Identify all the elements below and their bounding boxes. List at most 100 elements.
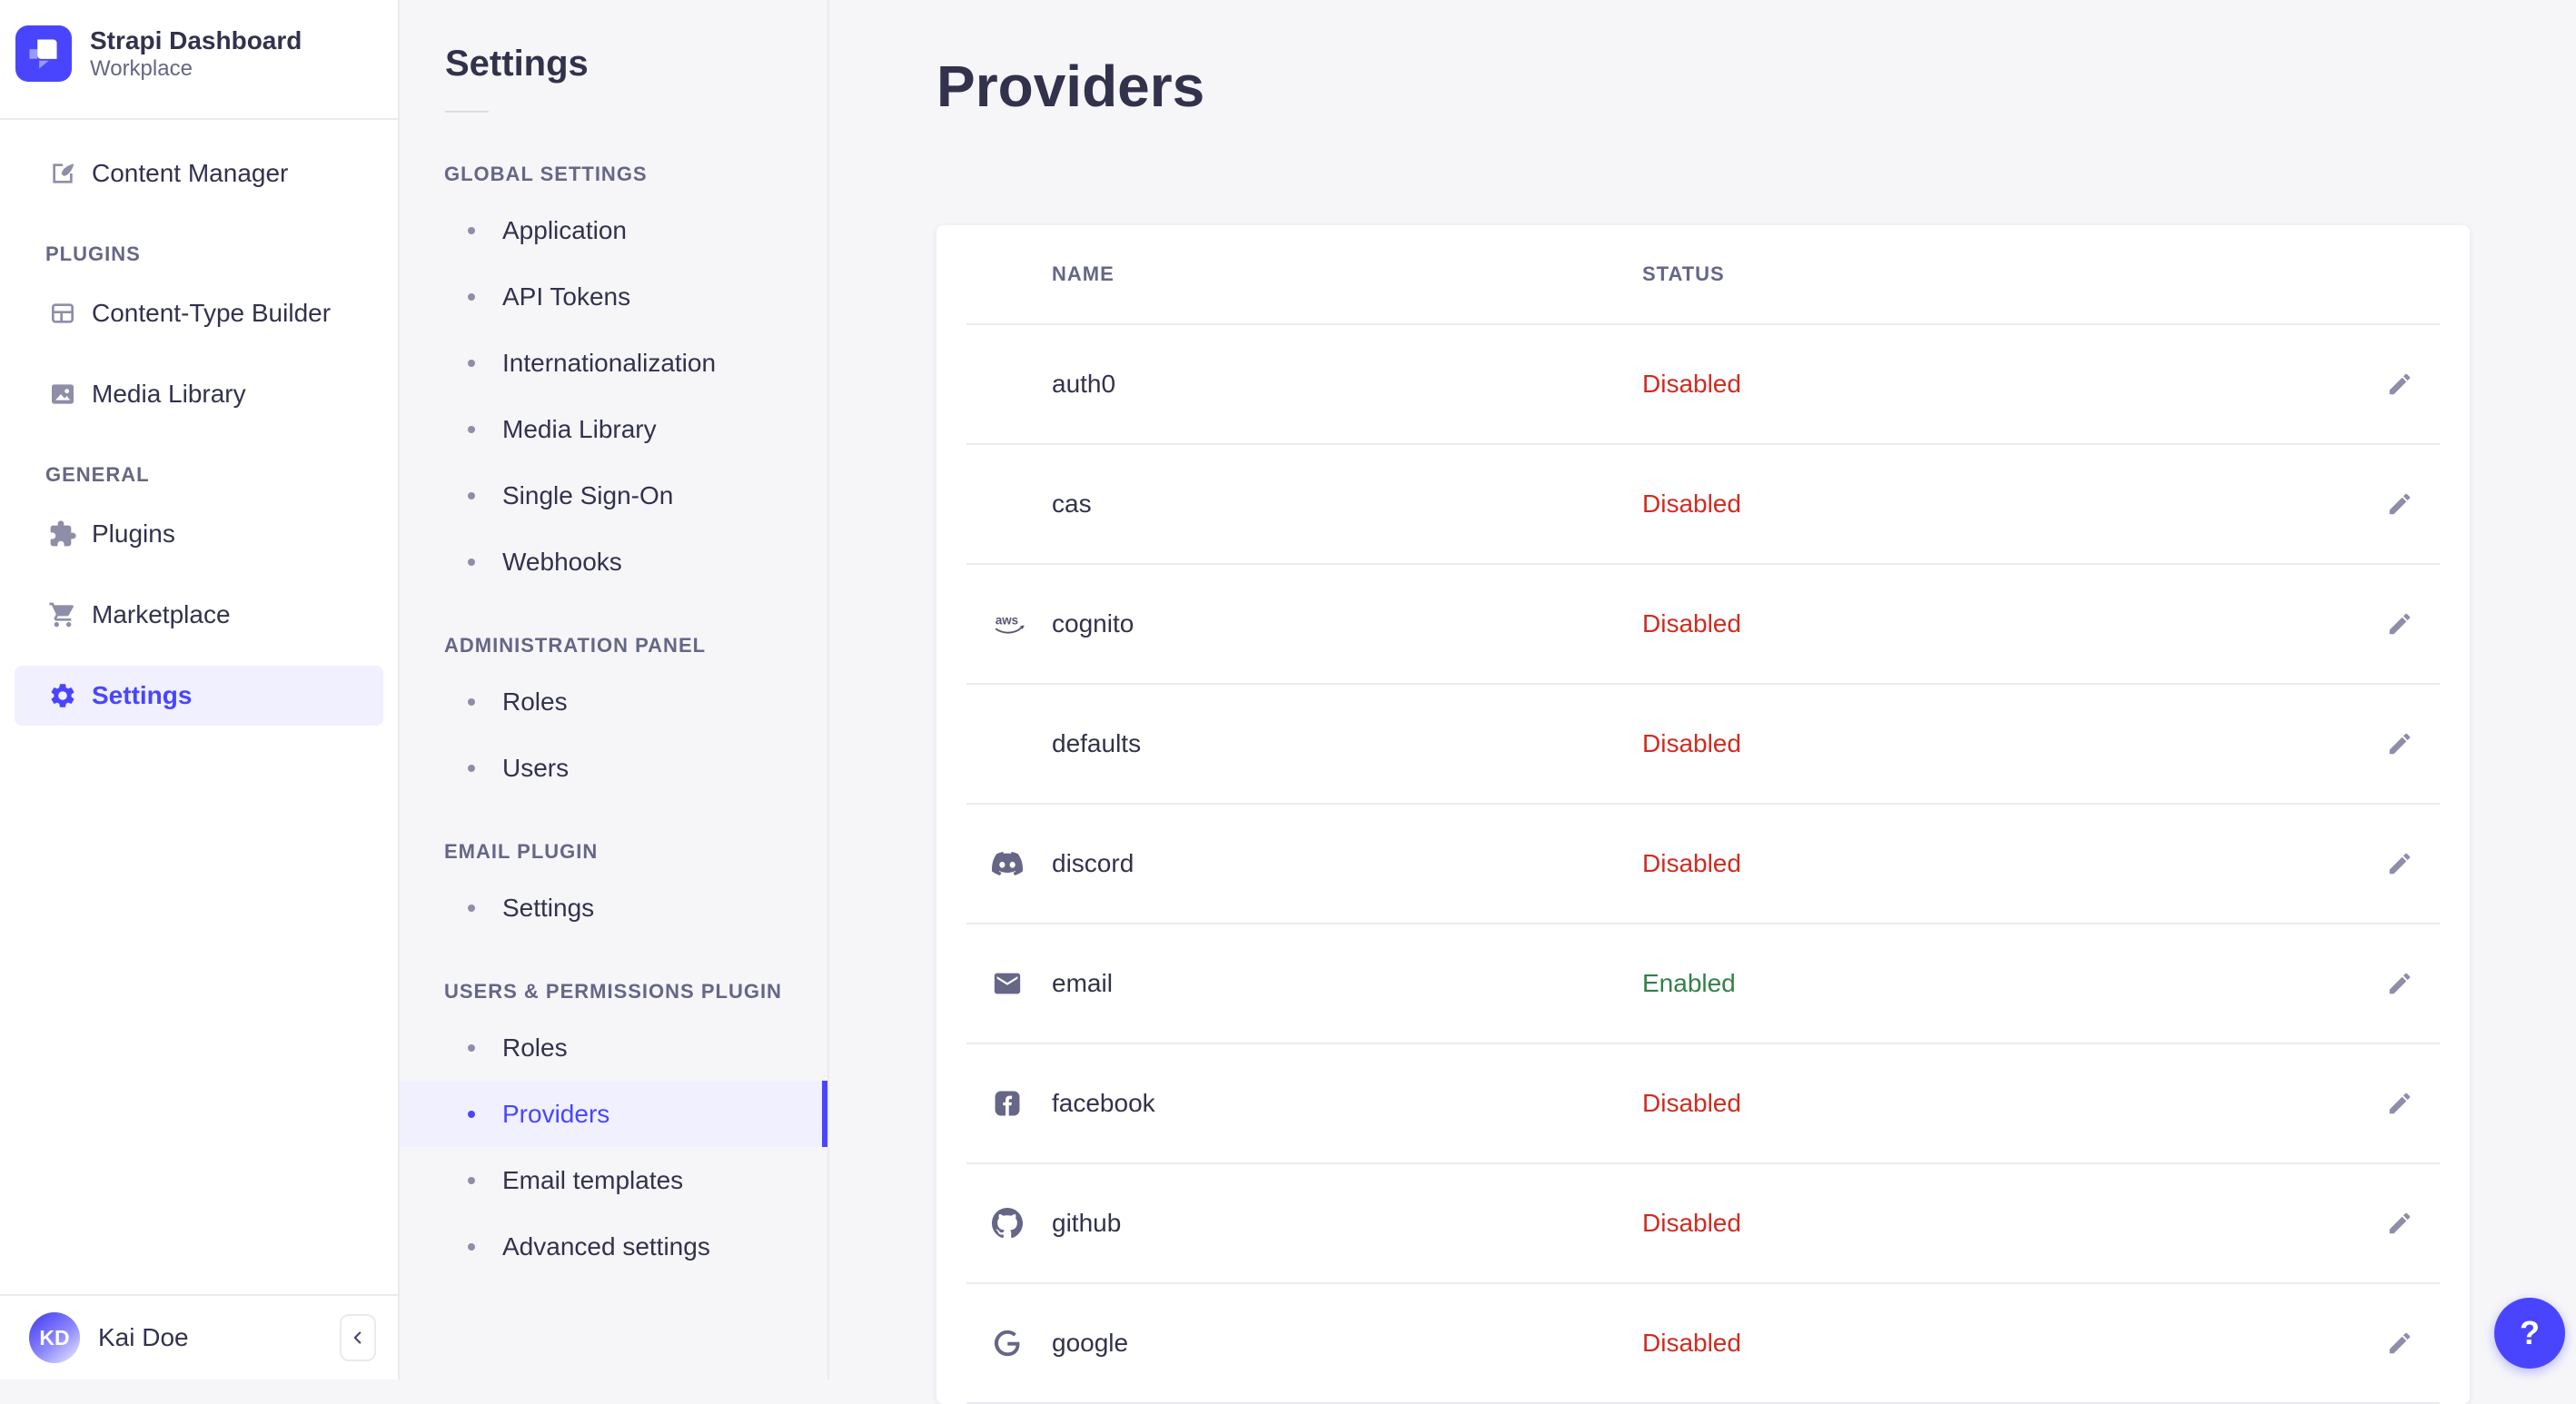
sidebar-section-general: GENERAL bbox=[45, 464, 383, 486]
main-sidebar: Strapi Dashboard Workplace Content Manag… bbox=[0, 0, 400, 1379]
puzzle-icon bbox=[48, 519, 77, 549]
subnav-item-label: Roles bbox=[502, 687, 568, 717]
settings-subnav: Settings GLOBAL SETTINGS Application API… bbox=[400, 0, 829, 1379]
subnav-item-label: Advanced settings bbox=[502, 1232, 710, 1261]
bullet-icon bbox=[468, 426, 475, 433]
user-avatar[interactable]: KD bbox=[29, 1312, 80, 1363]
subnav-item-advanced-settings[interactable]: Advanced settings bbox=[400, 1213, 827, 1280]
pencil-icon bbox=[2386, 371, 2413, 398]
edit-email-button[interactable] bbox=[2384, 968, 2415, 999]
subnav-item-label: Media Library bbox=[502, 415, 657, 444]
status-badge: Disabled bbox=[1642, 370, 2384, 399]
subnav-item-providers[interactable]: Providers bbox=[400, 1081, 827, 1147]
edit-discord-button[interactable] bbox=[2384, 848, 2415, 879]
sidebar-item-label: Content Manager bbox=[92, 159, 288, 188]
table-row-auth0[interactable]: auth0 Disabled bbox=[966, 325, 2440, 445]
provider-name: facebook bbox=[1052, 1089, 1642, 1118]
edit-facebook-button[interactable] bbox=[2384, 1088, 2415, 1119]
sidebar-item-content-manager[interactable]: Content Manager bbox=[15, 143, 383, 203]
bullet-icon bbox=[468, 293, 475, 301]
edit-cognito-button[interactable] bbox=[2384, 608, 2415, 639]
subnav-item-media-library[interactable]: Media Library bbox=[400, 396, 827, 462]
subnav-item-single-sign-on[interactable]: Single Sign-On bbox=[400, 462, 827, 529]
status-badge: Disabled bbox=[1642, 609, 2384, 638]
subnav-item-api-tokens[interactable]: API Tokens bbox=[400, 263, 827, 330]
provider-name: auth0 bbox=[1052, 370, 1642, 399]
subnav-section-global-settings: GLOBAL SETTINGS bbox=[444, 163, 827, 185]
status-badge: Disabled bbox=[1642, 1089, 2384, 1118]
user-initials: KD bbox=[39, 1326, 69, 1350]
pencil-icon bbox=[2386, 1330, 2413, 1357]
collapse-sidebar-button[interactable] bbox=[340, 1314, 376, 1361]
shopping-cart-icon bbox=[48, 600, 77, 629]
edit-github-button[interactable] bbox=[2384, 1208, 2415, 1239]
subnav-item-admin-roles[interactable]: Roles bbox=[400, 668, 827, 735]
subnav-item-label: Roles bbox=[502, 1033, 568, 1063]
table-row-github[interactable]: github Disabled bbox=[966, 1164, 2440, 1284]
table-row-defaults[interactable]: defaults Disabled bbox=[966, 685, 2440, 805]
table-row-google[interactable]: google Disabled bbox=[966, 1284, 2440, 1404]
sidebar-item-label: Media Library bbox=[92, 380, 246, 409]
status-column-header: STATUS bbox=[1642, 262, 2384, 286]
subnav-item-admin-users[interactable]: Users bbox=[400, 735, 827, 801]
envelope-icon bbox=[992, 968, 1052, 999]
table-row-facebook[interactable]: facebook Disabled bbox=[966, 1044, 2440, 1164]
subnav-title: Settings bbox=[445, 42, 827, 85]
bullet-icon bbox=[468, 559, 475, 566]
subnav-item-email-settings[interactable]: Settings bbox=[400, 875, 827, 941]
help-button[interactable]: ? bbox=[2494, 1298, 2565, 1369]
providers-table: NAME STATUS auth0 Disabled cas Disabled bbox=[936, 225, 2470, 1404]
google-icon bbox=[992, 1328, 1052, 1359]
status-badge: Disabled bbox=[1642, 729, 2384, 758]
subnav-section-email-plugin: EMAIL PLUGIN bbox=[444, 841, 827, 863]
bullet-icon bbox=[468, 492, 475, 499]
sidebar-footer: KD Kai Doe bbox=[0, 1294, 398, 1379]
subnav-item-up-roles[interactable]: Roles bbox=[400, 1014, 827, 1081]
provider-name: google bbox=[1052, 1329, 1642, 1358]
status-badge: Disabled bbox=[1642, 1329, 2384, 1358]
bullet-icon bbox=[468, 360, 475, 367]
subnav-section-users-permissions-plugin: USERS & PERMISSIONS PLUGIN bbox=[444, 981, 827, 1003]
subnav-item-webhooks[interactable]: Webhooks bbox=[400, 529, 827, 595]
subnav-item-label: Users bbox=[502, 754, 569, 783]
table-row-cognito[interactable]: aws cognito Disabled bbox=[966, 565, 2440, 685]
subnav-item-email-templates[interactable]: Email templates bbox=[400, 1147, 827, 1213]
edit-google-button[interactable] bbox=[2384, 1328, 2415, 1359]
user-name: Kai Doe bbox=[98, 1323, 189, 1352]
sidebar-item-content-type-builder[interactable]: Content-Type Builder bbox=[15, 283, 383, 343]
subnav-item-label: Providers bbox=[502, 1100, 609, 1129]
edit-cas-button[interactable] bbox=[2384, 489, 2415, 519]
workspace-switcher[interactable]: Strapi Dashboard Workplace bbox=[0, 0, 398, 120]
sidebar-item-label: Settings bbox=[92, 681, 192, 710]
gear-icon bbox=[48, 681, 77, 710]
sidebar-item-label: Marketplace bbox=[92, 600, 231, 629]
bullet-icon bbox=[468, 1111, 475, 1118]
provider-name: cognito bbox=[1052, 609, 1642, 638]
pencil-icon bbox=[2386, 490, 2413, 518]
subnav-divider bbox=[445, 111, 489, 113]
sidebar-item-plugins[interactable]: Plugins bbox=[15, 504, 383, 564]
table-row-email[interactable]: email Enabled bbox=[966, 924, 2440, 1044]
image-icon bbox=[48, 380, 77, 409]
provider-name: cas bbox=[1052, 489, 1642, 519]
svg-text:aws: aws bbox=[996, 613, 1018, 627]
bullet-icon bbox=[468, 905, 475, 912]
sidebar-item-marketplace[interactable]: Marketplace bbox=[15, 585, 383, 645]
subnav-item-internationalization[interactable]: Internationalization bbox=[400, 330, 827, 396]
edit-auth0-button[interactable] bbox=[2384, 369, 2415, 400]
sidebar-item-settings[interactable]: Settings bbox=[15, 666, 383, 726]
pen-feather-icon bbox=[48, 159, 77, 188]
discord-icon bbox=[992, 848, 1052, 879]
edit-defaults-button[interactable] bbox=[2384, 728, 2415, 759]
status-badge: Disabled bbox=[1642, 1209, 2384, 1238]
table-row-cas[interactable]: cas Disabled bbox=[966, 445, 2440, 565]
facebook-icon bbox=[992, 1088, 1052, 1119]
subnav-item-label: Webhooks bbox=[502, 548, 622, 577]
subnav-item-label: Application bbox=[502, 216, 627, 245]
provider-name: discord bbox=[1052, 849, 1642, 878]
subnav-item-application[interactable]: Application bbox=[400, 197, 827, 263]
table-row-discord[interactable]: discord Disabled bbox=[966, 805, 2440, 924]
pencil-icon bbox=[2386, 850, 2413, 877]
sidebar-item-media-library[interactable]: Media Library bbox=[15, 364, 383, 424]
